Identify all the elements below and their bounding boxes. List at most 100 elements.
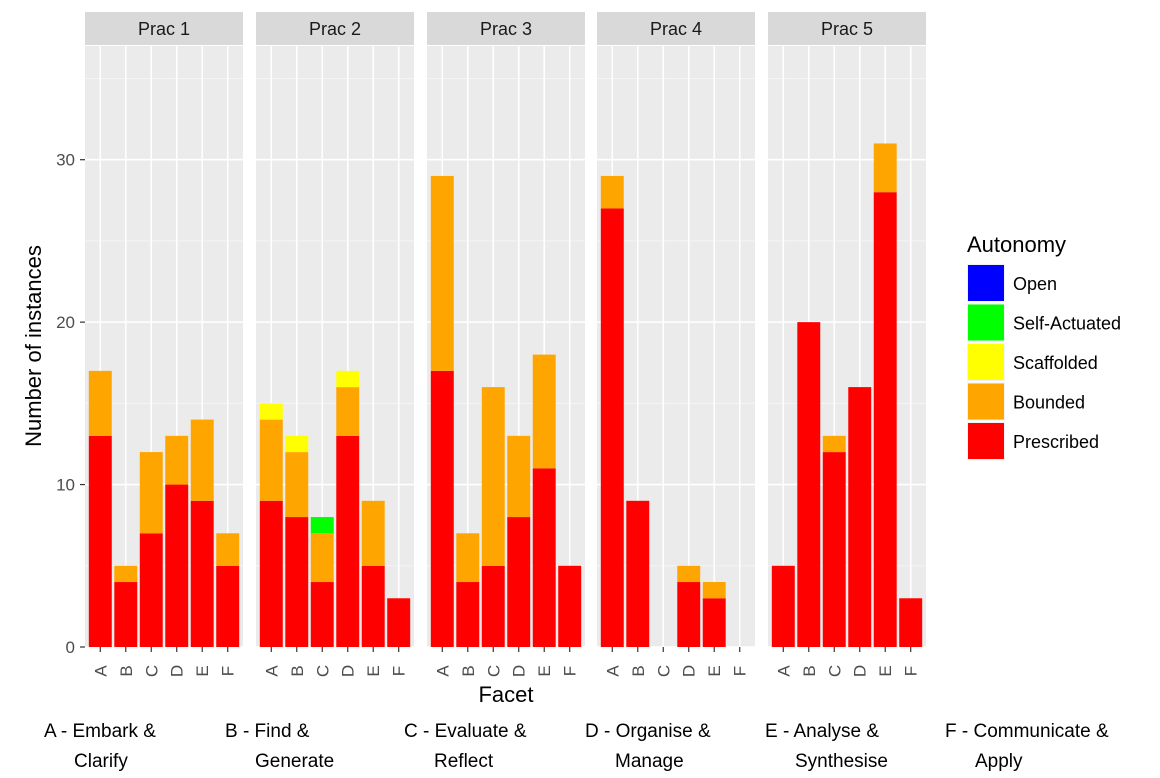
x-tick-label: B bbox=[629, 665, 648, 676]
panel-strip bbox=[427, 12, 585, 45]
bar-segment bbox=[600, 175, 624, 209]
panel-1: Prac 1 A B C D E F bbox=[85, 12, 243, 677]
legend-label: Prescribed bbox=[1013, 432, 1099, 452]
legend-swatch bbox=[968, 304, 1004, 341]
facet-note-d: D - Organise & Manage bbox=[585, 717, 711, 777]
x-tick-label: A bbox=[433, 665, 452, 677]
x-tick-label: F bbox=[902, 666, 921, 676]
facet-note-c: C - Evaluate & Reflect bbox=[404, 717, 527, 777]
panel-2: Prac 2 A B C D E F bbox=[256, 12, 414, 677]
bar-segment bbox=[190, 419, 214, 501]
x-tick-label: D bbox=[168, 665, 187, 677]
bar-segment bbox=[259, 419, 283, 501]
panel-4: Prac 4 A B C D E F bbox=[597, 12, 755, 677]
facet-note-line2: Manage bbox=[615, 751, 684, 772]
legend-label: Scaffolded bbox=[1013, 353, 1098, 373]
bar-segment bbox=[361, 500, 385, 566]
facet-note-b: B - Find & Generate bbox=[225, 717, 334, 777]
bar-segment bbox=[771, 565, 795, 647]
bar-segment bbox=[216, 533, 240, 566]
x-tick-label: E bbox=[364, 665, 383, 676]
bar-segment bbox=[558, 565, 582, 647]
bar-segment bbox=[507, 517, 531, 647]
bar-segment bbox=[336, 435, 360, 647]
facet-note-line1: F - Communicate & bbox=[945, 721, 1109, 742]
panel-strip-label: Prac 4 bbox=[650, 19, 702, 39]
panel-strip-label: Prac 3 bbox=[480, 19, 532, 39]
bar-segment bbox=[259, 500, 283, 647]
panel-strip-label: Prac 1 bbox=[138, 19, 190, 39]
bar-segment bbox=[899, 598, 923, 647]
bar-segment bbox=[481, 387, 505, 566]
bar-segment bbox=[336, 387, 360, 436]
facet-note-a: A - Embark & Clarify bbox=[44, 717, 156, 777]
x-tick-label: B bbox=[117, 665, 136, 676]
facet-note-line1: D - Organise & bbox=[585, 721, 711, 742]
x-tick-label: D bbox=[339, 665, 358, 677]
panel-strip-label: Prac 5 bbox=[821, 19, 873, 39]
facet-note-e: E - Analyse & Synthesise bbox=[765, 717, 888, 777]
x-tick-label: D bbox=[851, 665, 870, 677]
facet-note-line2: Generate bbox=[255, 751, 335, 772]
bar-segment bbox=[285, 452, 309, 518]
x-tick-label: B bbox=[459, 665, 478, 676]
x-tick-label: E bbox=[535, 665, 554, 676]
x-tick-label: B bbox=[288, 665, 307, 676]
y-tick-label: 0 bbox=[66, 638, 75, 657]
legend-swatch bbox=[968, 383, 1004, 420]
y-tick-label: 10 bbox=[56, 476, 75, 495]
x-tick-label: D bbox=[680, 665, 699, 677]
x-axis-title: Facet bbox=[478, 682, 533, 707]
x-tick-label: F bbox=[561, 666, 580, 676]
bar-segment bbox=[797, 322, 821, 647]
x-tick-label: C bbox=[825, 665, 844, 677]
bar-segment bbox=[310, 533, 334, 583]
x-tick-label: D bbox=[510, 665, 529, 677]
x-tick-label: C bbox=[313, 665, 332, 677]
bar-segment bbox=[677, 582, 701, 647]
bar-segment bbox=[677, 565, 701, 583]
x-tick-label: C bbox=[484, 665, 503, 677]
bar-segment bbox=[285, 517, 309, 647]
panel-3: Prac 3 A B C D E F bbox=[427, 12, 585, 677]
x-tick-label: A bbox=[774, 665, 793, 677]
facet-note-line1: C - Evaluate & bbox=[404, 721, 527, 742]
bar-segment bbox=[702, 598, 726, 647]
bar-segment bbox=[430, 175, 454, 371]
bar-segment bbox=[190, 500, 214, 647]
x-tick-label: E bbox=[876, 665, 895, 676]
bar-segment bbox=[139, 533, 163, 647]
x-tick-label: A bbox=[603, 665, 622, 677]
facet-note-line2: Synthesise bbox=[795, 751, 888, 772]
legend-label: Open bbox=[1013, 274, 1057, 294]
panel-strip bbox=[768, 12, 926, 45]
x-tick-label: F bbox=[731, 666, 750, 676]
x-tick-label: E bbox=[193, 665, 212, 676]
legend-swatch bbox=[968, 265, 1004, 301]
facet-note-line2: Clarify bbox=[74, 751, 128, 772]
y-axis: 0 10 20 30 bbox=[56, 151, 85, 657]
bar-segment bbox=[216, 565, 240, 647]
bar-segment bbox=[165, 435, 189, 485]
legend: Autonomy Open Self-Actuated Scaffolded Boun… bbox=[967, 232, 1121, 460]
facet-note-f: F - Communicate & Apply bbox=[945, 717, 1109, 777]
bar-segment bbox=[822, 435, 846, 453]
bar-segment bbox=[873, 143, 897, 193]
bar-segment bbox=[481, 565, 505, 647]
legend-label: Self-Actuated bbox=[1013, 314, 1121, 334]
facet-note-line2: Apply bbox=[975, 751, 1023, 772]
panel-background bbox=[768, 46, 926, 647]
panel-strip bbox=[597, 12, 755, 45]
panel-strip-label: Prac 2 bbox=[309, 19, 361, 39]
bar-segment bbox=[600, 208, 624, 647]
bar-segment bbox=[259, 403, 283, 420]
legend-swatch bbox=[968, 423, 1004, 459]
bar-segment bbox=[336, 370, 360, 388]
bar-segment bbox=[387, 598, 411, 647]
legend-label: Bounded bbox=[1013, 393, 1085, 413]
legend-title: Autonomy bbox=[967, 232, 1066, 257]
bar-segment bbox=[822, 452, 846, 647]
bar-segment bbox=[456, 582, 480, 647]
bar-segment bbox=[310, 517, 334, 534]
